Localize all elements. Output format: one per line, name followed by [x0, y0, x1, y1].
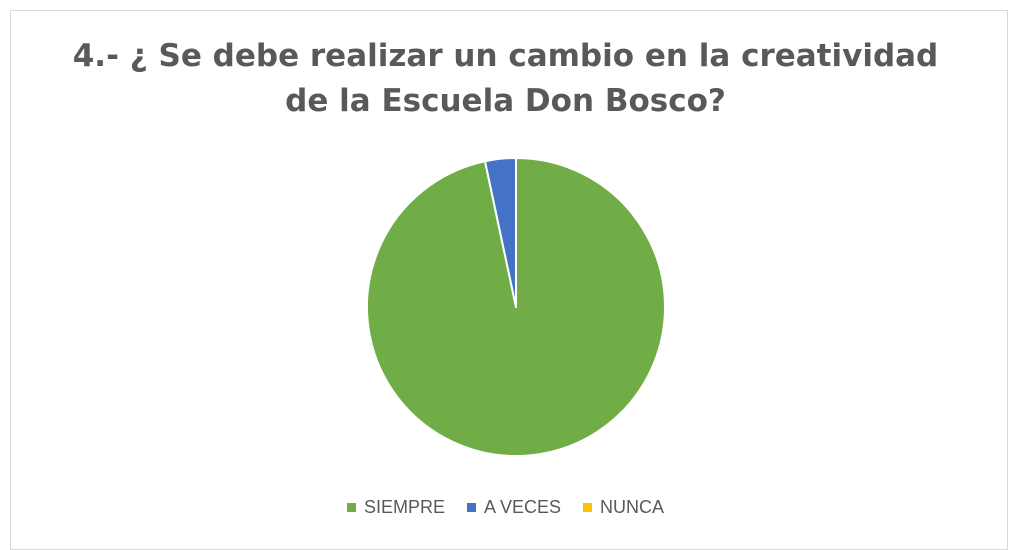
- legend-label-a-veces: A VECES: [483, 497, 562, 517]
- legend-swatch-a-veces: [466, 503, 476, 512]
- legend-item-a-veces: A VECES: [466, 497, 562, 518]
- legend-item-siempre: SIEMPRE: [346, 497, 445, 518]
- pie-slice-a-veces: [484, 157, 517, 308]
- chart-title-line-2: de la Escuela Don Bosco?: [285, 83, 726, 119]
- chart-legend: SIEMPRE A VECES NUNCA: [0, 497, 1011, 518]
- legend-swatch-siempre: [346, 503, 356, 512]
- legend-item-nunca: NUNCA: [583, 497, 664, 518]
- legend-swatch-nunca: [583, 503, 593, 512]
- legend-label-nunca: NUNCA: [600, 497, 665, 517]
- chart-title-line-1: 4.- ¿ Se debe realizar un cambio en la c…: [72, 38, 939, 74]
- chart-title: 4.- ¿ Se debe realizar un cambio en la c…: [0, 34, 1011, 124]
- legend-label-siempre: SIEMPRE: [363, 497, 445, 517]
